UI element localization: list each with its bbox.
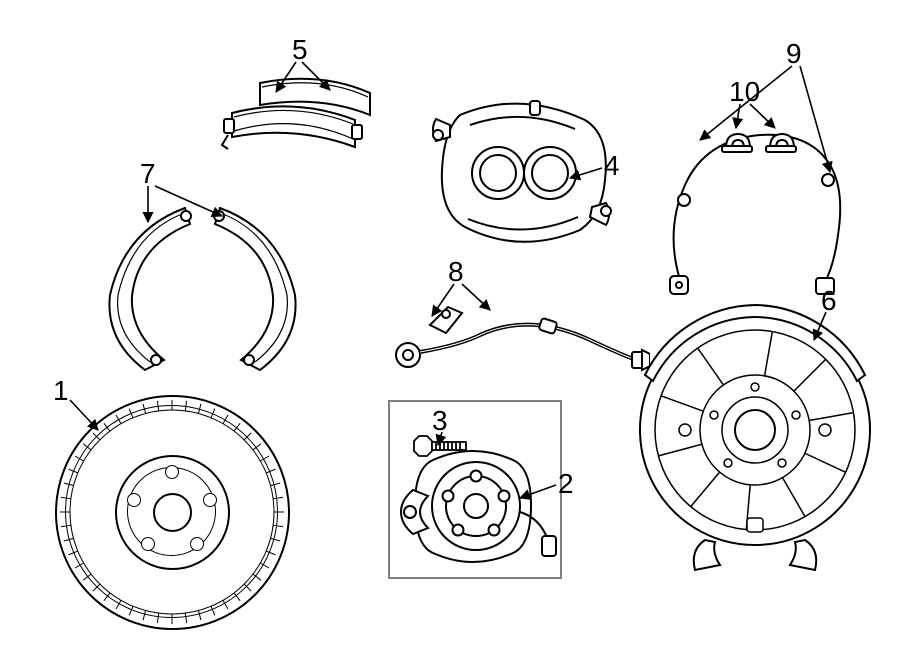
hub-bolt <box>412 432 472 462</box>
callout-2: 2 <box>558 470 574 498</box>
hose-clips <box>720 120 800 160</box>
callout-9: 9 <box>786 40 802 68</box>
callout-1: 1 <box>53 377 69 405</box>
callout-6: 6 <box>821 287 837 315</box>
brake-hose <box>390 290 640 390</box>
brake-pads <box>220 75 390 155</box>
callout-8: 8 <box>448 258 464 286</box>
callout-10: 10 <box>729 78 760 106</box>
callout-3: 3 <box>432 407 448 435</box>
callout-7: 7 <box>140 160 156 188</box>
parking-brake-shoes <box>90 200 310 380</box>
brake-rotor <box>55 395 290 630</box>
callout-4: 4 <box>604 152 620 180</box>
callout-5: 5 <box>292 36 308 64</box>
diagram-stage: 1 2 3 4 5 6 7 8 9 10 <box>0 0 900 661</box>
brake-caliper <box>430 95 615 255</box>
backing-plate <box>635 310 875 550</box>
